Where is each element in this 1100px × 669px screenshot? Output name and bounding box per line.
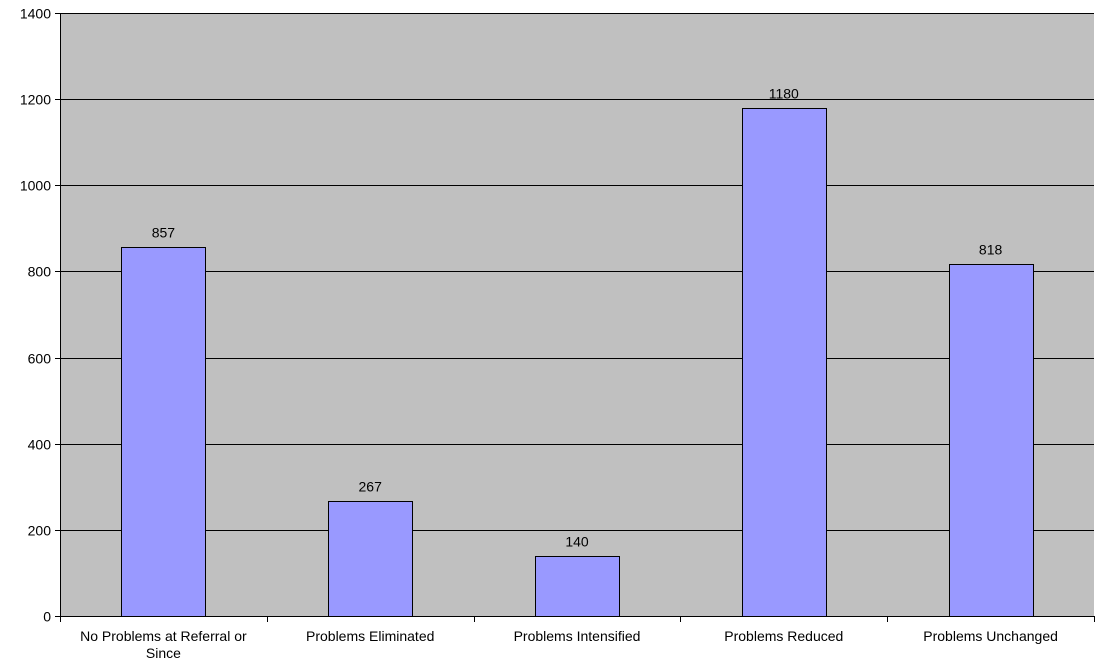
gridlines — [60, 13, 1094, 531]
y-tick-label-400: 400 — [28, 437, 52, 453]
data-label-2: 140 — [565, 534, 589, 550]
category-label-1: Problems Eliminated — [306, 628, 434, 644]
labels: 857 267 140 1180 818 0 200 400 600 800 1000 1200 140… — [20, 6, 1058, 662]
plot-area-background — [60, 13, 1094, 616]
category-label-0: No Problems at Referral or Since — [80, 628, 247, 661]
bar-4 — [949, 264, 1034, 617]
category-label-line: No Problems at Referral or — [80, 628, 247, 644]
bar-2 — [535, 556, 620, 617]
category-label-line: Problems Unchanged — [923, 628, 1058, 644]
data-label-1: 267 — [359, 479, 383, 495]
y-tick-label-1200: 1200 — [20, 92, 51, 108]
data-label-0: 857 — [152, 225, 176, 241]
category-label-line: Problems Eliminated — [306, 628, 434, 644]
category-label-2: Problems Intensified — [514, 628, 641, 644]
category-label-line: Since — [146, 645, 181, 661]
bars — [121, 108, 1034, 617]
category-label-3: Problems Reduced — [724, 628, 843, 644]
y-tick-label-200: 200 — [28, 523, 52, 539]
data-label-4: 818 — [979, 242, 1003, 258]
y-tick-label-600: 600 — [28, 351, 52, 367]
y-tick-label-1000: 1000 — [20, 178, 51, 194]
y-tick-label-800: 800 — [28, 264, 52, 280]
y-tick-label-0: 0 — [43, 609, 51, 625]
bar-3 — [742, 108, 827, 617]
category-label-4: Problems Unchanged — [923, 628, 1058, 644]
axes — [55, 13, 1095, 622]
category-label-line: Problems Intensified — [514, 628, 641, 644]
data-label-3: 1180 — [769, 86, 799, 102]
bar-0 — [121, 247, 206, 617]
category-label-line: Problems Reduced — [724, 628, 843, 644]
bar-1 — [328, 501, 413, 617]
y-tick-label-1400: 1400 — [20, 6, 51, 22]
